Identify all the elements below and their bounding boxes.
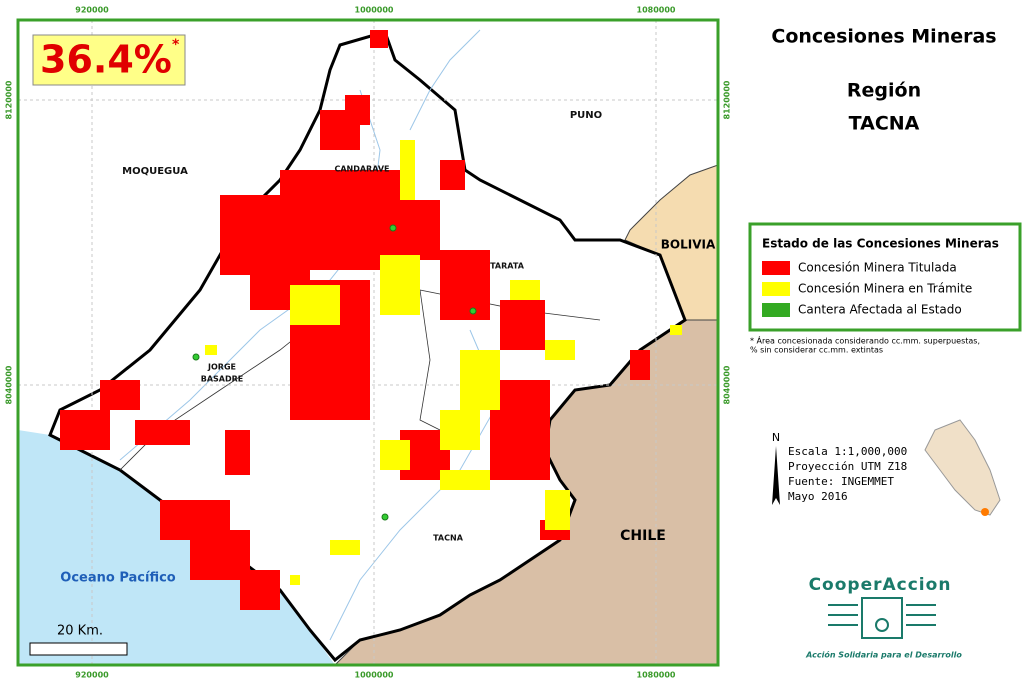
coord-label: 1080000	[637, 671, 676, 680]
place-label: BOLIVIA	[661, 238, 716, 252]
title: Región	[847, 80, 921, 102]
place-label: PUNO	[570, 110, 602, 121]
place-label: TARATA	[490, 262, 525, 271]
legend-label: Cantera Afectada al Estado	[798, 303, 962, 317]
north-arrow	[772, 446, 780, 505]
place-label: MOQUEGUA	[122, 166, 188, 177]
headline-value: 36.4%	[40, 38, 172, 82]
map-info: Escala 1:1,000,000 Proyección UTM Z18 Fuen…	[788, 445, 907, 503]
logo-mark	[828, 597, 936, 639]
info-line: Escala 1:1,000,000	[788, 445, 907, 458]
coord-label: 8120000	[723, 80, 732, 119]
coord-label: 920000	[75, 6, 109, 15]
ocean-label: Oceano Pacífico	[60, 571, 176, 586]
coord-label: 8040000	[723, 365, 732, 404]
coord-label: 8120000	[5, 80, 14, 119]
legend-frame	[748, 222, 1022, 332]
place-label: BASADRE	[201, 375, 244, 384]
info-line: Fuente: INGEMMET	[788, 475, 894, 488]
legend-swatch	[762, 261, 790, 275]
legend-swatch	[762, 303, 790, 317]
titled-concessions	[60, 30, 650, 610]
logo-name: CooperAccion	[809, 575, 952, 595]
headline-mark: *	[172, 37, 180, 53]
legend-items: Concesión Minera Titulada Concesión Miner…	[762, 261, 972, 317]
coord-label: 1000000	[355, 6, 394, 15]
map: 920000 1000000 1080000 920000 1000000 10…	[5, 6, 732, 680]
place-label: CHILE	[620, 528, 666, 544]
quarries	[192, 224, 477, 521]
headline-box	[32, 34, 186, 86]
legend-label: Concesión Minera en Trámite	[798, 282, 972, 296]
pending-concessions	[205, 140, 682, 585]
legend-title: Estado de las Concesiones Mineras	[762, 237, 999, 251]
scale-bar	[29, 642, 128, 656]
footnote: * Área concesionada considerando cc.mm. …	[750, 335, 980, 346]
title: TACNA	[849, 113, 920, 135]
coord-label: 8040000	[5, 365, 14, 404]
title: Concesiones Mineras	[771, 26, 996, 48]
scale-label: 20 Km.	[57, 624, 103, 639]
place-label: CANDARAVE	[334, 165, 389, 174]
place-label: TACNA	[433, 534, 464, 543]
place-label: JORGE	[207, 363, 236, 372]
legend-swatch	[762, 282, 790, 296]
info-line: Mayo 2016	[788, 490, 848, 503]
coord-label: 1000000	[355, 671, 394, 680]
locator-map	[924, 419, 1001, 516]
legend: Estado de las Concesiones Mineras Conces…	[748, 222, 1022, 332]
info-line: Proyección UTM Z18	[788, 460, 907, 473]
footnote: % sin considerar cc.mm. extintas	[750, 346, 883, 355]
coord-label: 920000	[75, 671, 109, 680]
legend-label: Concesión Minera Titulada	[798, 261, 957, 275]
north-label: N	[772, 431, 780, 444]
logo-tagline: Acción Solidaria para el Desarrollo	[805, 650, 962, 660]
bolivia	[624, 164, 719, 321]
map-frame	[16, 18, 720, 667]
coord-label: 1080000	[637, 6, 676, 15]
